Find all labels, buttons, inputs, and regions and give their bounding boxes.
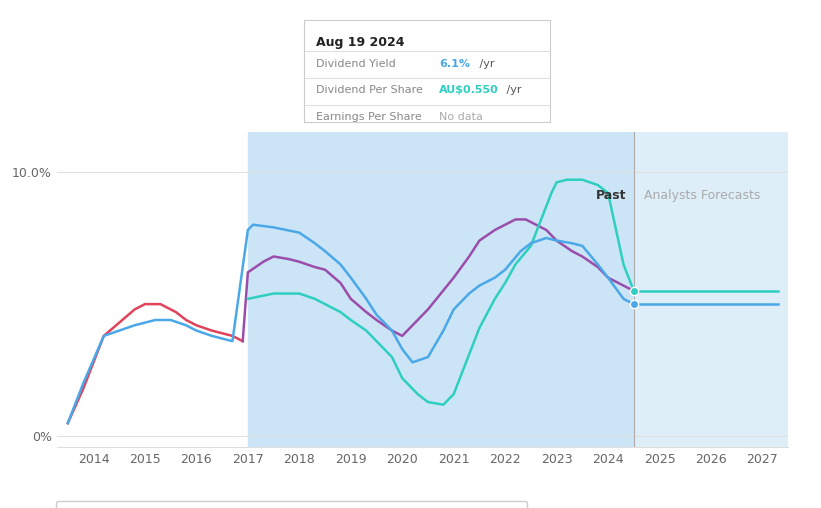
Text: Earnings Per Share: Earnings Per Share xyxy=(316,112,422,122)
Text: Dividend Per Share: Dividend Per Share xyxy=(316,85,423,96)
Text: No data: No data xyxy=(439,112,483,122)
Text: Past: Past xyxy=(595,189,626,203)
Text: Aug 19 2024: Aug 19 2024 xyxy=(316,36,405,49)
Text: /yr: /yr xyxy=(503,85,522,96)
Text: /yr: /yr xyxy=(476,59,495,69)
Bar xyxy=(634,132,788,447)
Text: 6.1%: 6.1% xyxy=(439,59,470,69)
Bar xyxy=(248,132,634,447)
Text: AU$0.550: AU$0.550 xyxy=(439,85,499,96)
Text: Dividend Yield: Dividend Yield xyxy=(316,59,396,69)
Text: Analysts Forecasts: Analysts Forecasts xyxy=(644,189,760,203)
Legend: Dividend Yield, Dividend Per Share, Earnings Per Share: Dividend Yield, Dividend Per Share, Earn… xyxy=(57,501,526,508)
